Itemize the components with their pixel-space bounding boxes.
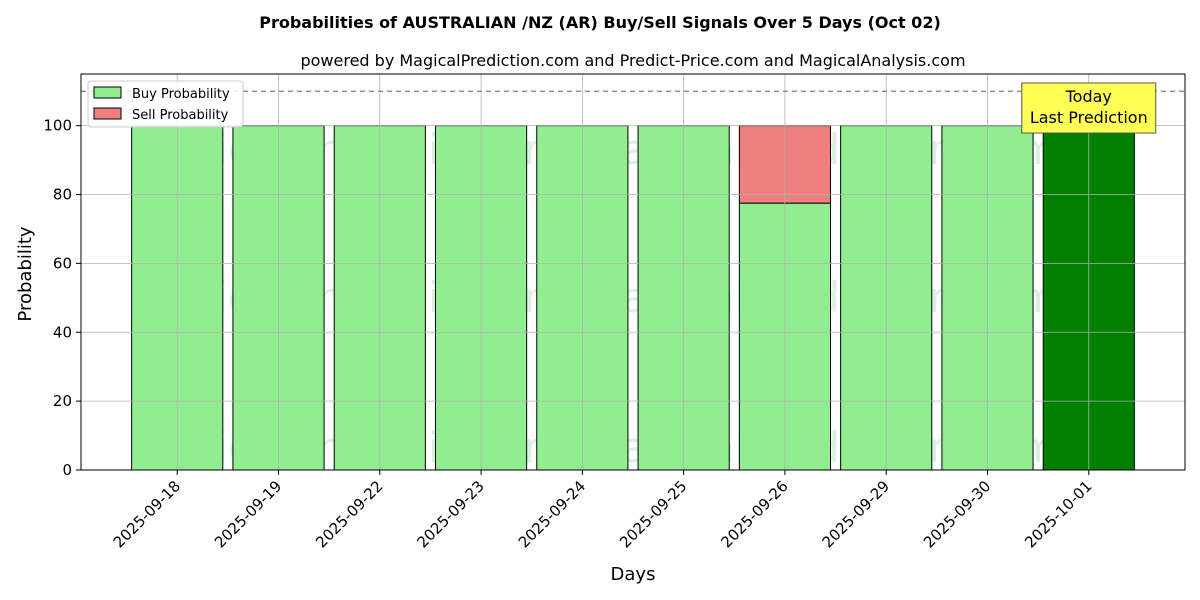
y-tick-label: 60	[53, 254, 72, 272]
y-tick-label: 40	[53, 323, 72, 341]
x-tick-label: 2025-10-01	[1021, 477, 1095, 551]
chart-title: Probabilities of AUSTRALIAN /NZ (AR) Buy…	[259, 13, 941, 32]
x-tick-label: 2025-09-23	[414, 477, 488, 551]
x-tick-label: 2025-09-30	[920, 477, 994, 551]
y-tick-label: 20	[53, 392, 72, 410]
x-tick-label: 2025-09-25	[616, 477, 690, 551]
plot-frame	[80, 73, 1186, 471]
x-tick-label: 2025-09-29	[819, 477, 893, 551]
legend-label-buy: Buy Probability	[132, 87, 230, 102]
today-annotation-box	[1021, 82, 1157, 134]
legend-label-sell: Sell Probability	[132, 108, 229, 123]
last-prediction-label: Last Prediction	[1030, 108, 1148, 127]
chart-subtitle: powered by MagicalPrediction.com and Pre…	[300, 51, 965, 70]
x-tick-label: 2025-09-18	[110, 477, 184, 551]
y-tick-label: 0	[62, 461, 72, 479]
x-tick-label: 2025-09-22	[312, 477, 386, 551]
x-tick-label: 2025-09-26	[717, 477, 791, 551]
y-tick-label: 80	[53, 186, 72, 204]
y-tick-label: 100	[43, 117, 72, 135]
x-tick-label: 2025-09-19	[211, 477, 285, 551]
y-axis-label: Probability	[15, 226, 36, 321]
legend-swatch-buy	[93, 86, 122, 99]
today-label: Today	[1065, 87, 1112, 106]
x-axis-label: Days	[611, 564, 656, 585]
legend-swatch-sell	[93, 107, 122, 120]
legend-box	[87, 80, 244, 128]
plot-area: MagicalAnalysis.comMagicalPrediction.com…	[43, 73, 1186, 551]
x-tick-label: 2025-09-24	[515, 477, 589, 551]
